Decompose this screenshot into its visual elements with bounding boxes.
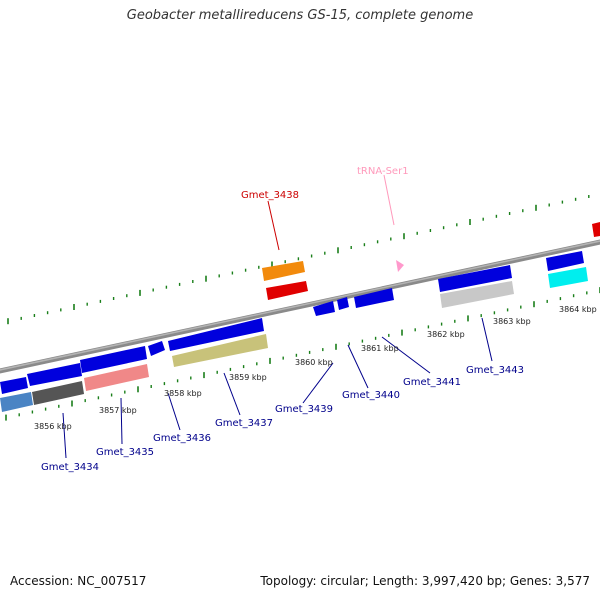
kbp-label: 3858 kbp bbox=[164, 389, 202, 398]
leader-3443 bbox=[481, 317, 493, 362]
leader-3436 bbox=[167, 392, 181, 431]
kbp-label: 3860 kbp bbox=[295, 358, 333, 367]
gene-arrow-blue-3440[interactable] bbox=[337, 297, 349, 310]
gene-label-3441[interactable]: Gmet_3441 bbox=[403, 377, 461, 388]
leader-3440 bbox=[347, 344, 369, 389]
gene-label-3434[interactable]: Gmet_3434 bbox=[41, 462, 99, 473]
accession-text: Accession: NC_007517 bbox=[10, 574, 147, 588]
gene-arrow-blue-small[interactable] bbox=[148, 341, 165, 356]
leader-trna bbox=[383, 174, 395, 226]
genome-summary-text: Topology: circular; Length: 3,997,420 bp… bbox=[260, 574, 590, 588]
gene-label-3436[interactable]: Gmet_3436 bbox=[153, 433, 211, 444]
gene-arrow-khaki[interactable] bbox=[172, 334, 268, 367]
trna-ser1-label[interactable]: tRNA-Ser1 bbox=[357, 166, 409, 177]
kbp-label: 3861 kbp bbox=[361, 344, 399, 353]
kbp-scale-labels: 3856 kbp 3857 kbp 3858 kbp 3859 kbp 3860… bbox=[34, 305, 597, 431]
kbp-label: 3864 kbp bbox=[559, 305, 597, 314]
gene-label-3439[interactable]: Gmet_3439 bbox=[275, 404, 333, 415]
gene-label-3435[interactable]: Gmet_3435 bbox=[96, 447, 154, 458]
gene-label-3443[interactable]: Gmet_3443 bbox=[466, 365, 524, 376]
kbp-label: 3863 kbp bbox=[493, 317, 531, 326]
outer-tick-track bbox=[7, 195, 590, 325]
reverse-strand-features bbox=[0, 251, 588, 412]
gene-arrow-darkgray[interactable] bbox=[32, 381, 84, 405]
gene-arrow-cyan[interactable] bbox=[548, 267, 588, 288]
genome-backbone bbox=[0, 239, 600, 374]
gene-arrow-steelblue[interactable] bbox=[0, 392, 33, 412]
inner-tick-track bbox=[5, 287, 600, 421]
gene-arrow-salmon[interactable] bbox=[84, 364, 149, 391]
gene-arrow-blue-b[interactable] bbox=[80, 346, 147, 373]
gene-arrow-lightgray[interactable] bbox=[440, 281, 514, 308]
leader-3435 bbox=[120, 397, 123, 445]
kbp-label: 3856 kbp bbox=[34, 422, 72, 431]
gene-arrow-blue-3439[interactable] bbox=[313, 301, 335, 316]
kbp-label: 3862 kbp bbox=[427, 330, 465, 339]
trna-ser1-marker[interactable] bbox=[396, 260, 404, 272]
gene-label-3440[interactable]: Gmet_3440 bbox=[342, 390, 400, 401]
gene-label-3438[interactable]: Gmet_3438 bbox=[241, 190, 299, 201]
kbp-label: 3859 kbp bbox=[229, 373, 267, 382]
kbp-label: 3857 kbp bbox=[99, 406, 137, 415]
leader-3439 bbox=[302, 362, 334, 404]
leader-3438 bbox=[267, 200, 280, 251]
gene-arrow-red[interactable] bbox=[266, 281, 308, 300]
gene-arrow-blue-right[interactable] bbox=[546, 251, 584, 271]
label-leaders bbox=[62, 174, 493, 459]
gene-arrow-blue-3434a[interactable] bbox=[0, 377, 28, 394]
gene-label-3437[interactable]: Gmet_3437 bbox=[215, 418, 273, 429]
gene-arrow-orange[interactable] bbox=[262, 261, 305, 281]
gene-arrow-blue-3441[interactable] bbox=[354, 288, 394, 308]
gene-arrow-blue-c[interactable] bbox=[168, 318, 264, 351]
leader-3441 bbox=[381, 336, 431, 374]
leader-3437 bbox=[223, 372, 241, 416]
gene-arrow-blue-a[interactable] bbox=[27, 363, 82, 386]
gene-arrow-blue-3443[interactable] bbox=[438, 265, 512, 292]
leader-3434 bbox=[62, 412, 67, 459]
gene-arrow-red-right[interactable] bbox=[592, 222, 600, 237]
forward-strand-features bbox=[262, 222, 600, 300]
genome-backbone-highlight bbox=[0, 240, 600, 371]
map-title: Geobacter metallireducens GS-15, complet… bbox=[126, 8, 474, 23]
gene-labels: Gmet_3434 Gmet_3435 Gmet_3436 Gmet_3437 … bbox=[41, 166, 524, 473]
